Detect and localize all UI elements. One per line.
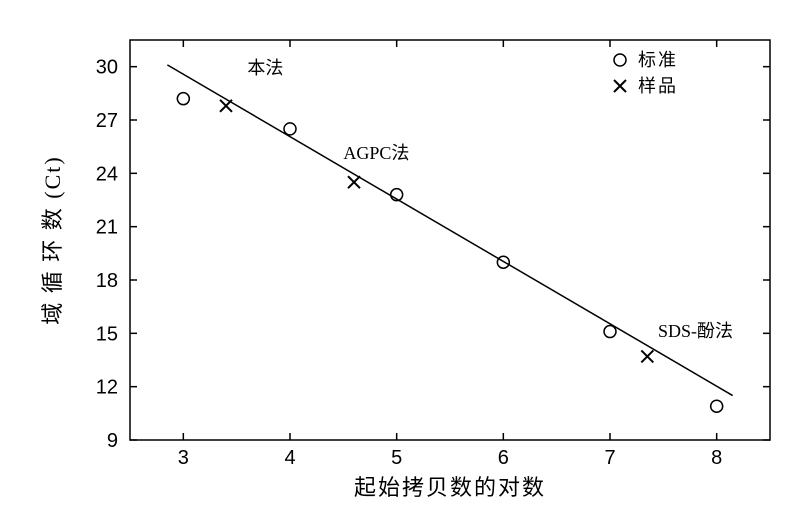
annotation: 本法 xyxy=(247,58,283,78)
marker-circle xyxy=(177,93,189,105)
y-tick-label: 24 xyxy=(96,163,118,185)
x-tick-label: 6 xyxy=(498,447,509,469)
annotation: SDS-酚法 xyxy=(658,321,733,341)
x-tick-label: 4 xyxy=(284,447,295,469)
legend-label: 样品 xyxy=(638,76,678,96)
x-tick-label: 8 xyxy=(711,447,722,469)
marker-circle xyxy=(284,123,296,135)
marker-circle xyxy=(614,54,626,66)
marker-circle xyxy=(604,326,616,338)
y-tick-label: 12 xyxy=(96,377,118,399)
y-axis-title: 域 循 环 数 (Ct) xyxy=(40,155,65,324)
y-tick-label: 27 xyxy=(96,110,118,132)
x-axis-title: 起始拷贝数的对数 xyxy=(354,475,546,500)
y-tick-label: 18 xyxy=(96,270,118,292)
x-tick-label: 7 xyxy=(604,447,615,469)
y-tick-label: 30 xyxy=(96,57,118,79)
marker-circle xyxy=(711,400,723,412)
x-tick-label: 3 xyxy=(178,447,189,469)
annotation: AGPC法 xyxy=(343,143,409,163)
chart-container: 3 4 5 6 7 8 9 12 15 18 21 24 27 30 起始拷贝数的对数 域 循 环 数 (Ct… xyxy=(0,0,800,523)
legend-label: 标准 xyxy=(638,50,678,70)
x-tick-label: 5 xyxy=(391,447,402,469)
chart-svg: 3 4 5 6 7 8 9 12 15 18 21 24 27 30 起始拷贝数的对数 域 循 环 数 (Ct… xyxy=(0,0,800,523)
y-tick-label: 15 xyxy=(96,323,118,345)
y-tick-label: 21 xyxy=(96,217,118,239)
fit-line xyxy=(167,65,732,396)
y-tick-label: 9 xyxy=(107,430,118,452)
